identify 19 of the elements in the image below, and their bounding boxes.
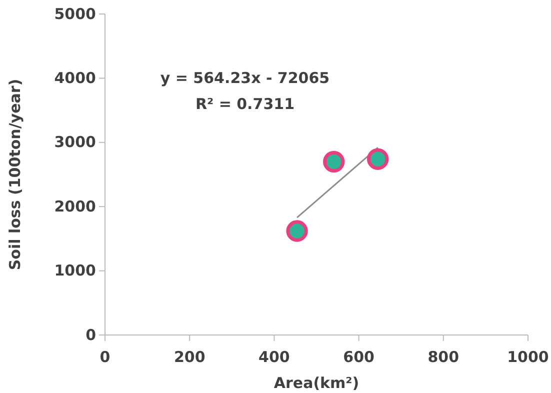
y-axis-title: Soil loss (100ton/year) — [6, 78, 24, 270]
point — [322, 150, 345, 172]
x-tick-label: 1000 — [507, 348, 549, 366]
annotation: R² = 0.7311 — [195, 95, 295, 113]
x-tick-label: 200 — [174, 348, 206, 366]
y-tick-label: 5000 — [54, 4, 96, 23]
y-tick-label: 4000 — [54, 69, 96, 87]
y-tick-label: 2000 — [54, 197, 96, 216]
x-tick-label: 800 — [428, 348, 460, 366]
x-tick-label: 0 — [100, 348, 110, 366]
point — [286, 220, 308, 242]
y-tick-label: 1000 — [54, 262, 96, 280]
x-tick-label: 400 — [258, 348, 290, 366]
point — [366, 148, 389, 170]
annotation: y = 564.23x - 72065 — [160, 69, 330, 87]
x-axis-title: Area(km²) — [274, 374, 360, 392]
x-tick-label: 600 — [343, 348, 374, 366]
y-tick-label: 3000 — [54, 133, 96, 152]
y-tick-label: 0 — [86, 326, 96, 344]
